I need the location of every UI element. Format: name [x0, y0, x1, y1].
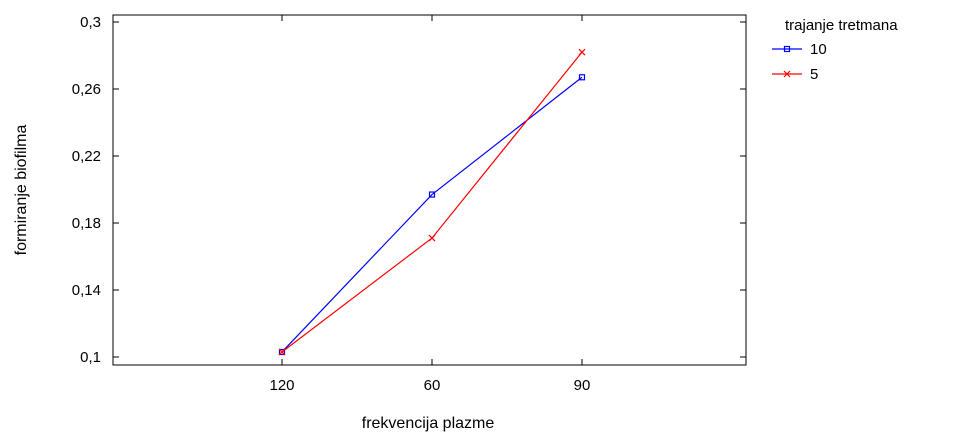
- data-point-10: [278, 348, 286, 356]
- legend-items: 105: [772, 41, 827, 83]
- y-tick-label: 0,18: [72, 215, 101, 232]
- y-tick-label: 0,3: [80, 14, 101, 31]
- y-tick-label: 0,1: [80, 349, 101, 366]
- legend-marker-10: [783, 45, 791, 53]
- x-tick-label: 120: [269, 377, 294, 394]
- x-tick-label: 60: [424, 377, 441, 394]
- y-tick-label: 0,26: [72, 81, 101, 98]
- legend-title: trajanje tretmana: [785, 17, 898, 34]
- series-line-10: [281, 76, 583, 353]
- plot-frame: [112, 14, 747, 366]
- y-axis-title: formiranje biofilma: [13, 125, 30, 256]
- legend-label-5: 5: [810, 66, 818, 83]
- x-axis-title: frekvencija plazme: [362, 415, 495, 432]
- data-point-5: [578, 48, 586, 56]
- data-point-10: [428, 191, 436, 198]
- series-line-5: [281, 51, 583, 353]
- y-tick-label: 0,14: [72, 282, 101, 299]
- y-axis: 0,1 0,14 0,18 0,22 0,26 0,3: [72, 14, 746, 366]
- legend-label-10: 10: [810, 41, 827, 58]
- x-axis: 120 60 90: [269, 15, 590, 394]
- data-point-10: [578, 74, 586, 81]
- legend-marker-5: [783, 70, 791, 78]
- y-tick-label: 0,22: [72, 148, 101, 165]
- data-point-5: [428, 234, 436, 242]
- x-tick-label: 90: [574, 377, 591, 394]
- legend: trajanje tretmana 105: [772, 17, 898, 83]
- data-point-5: [278, 348, 286, 356]
- series-layer: [278, 48, 586, 356]
